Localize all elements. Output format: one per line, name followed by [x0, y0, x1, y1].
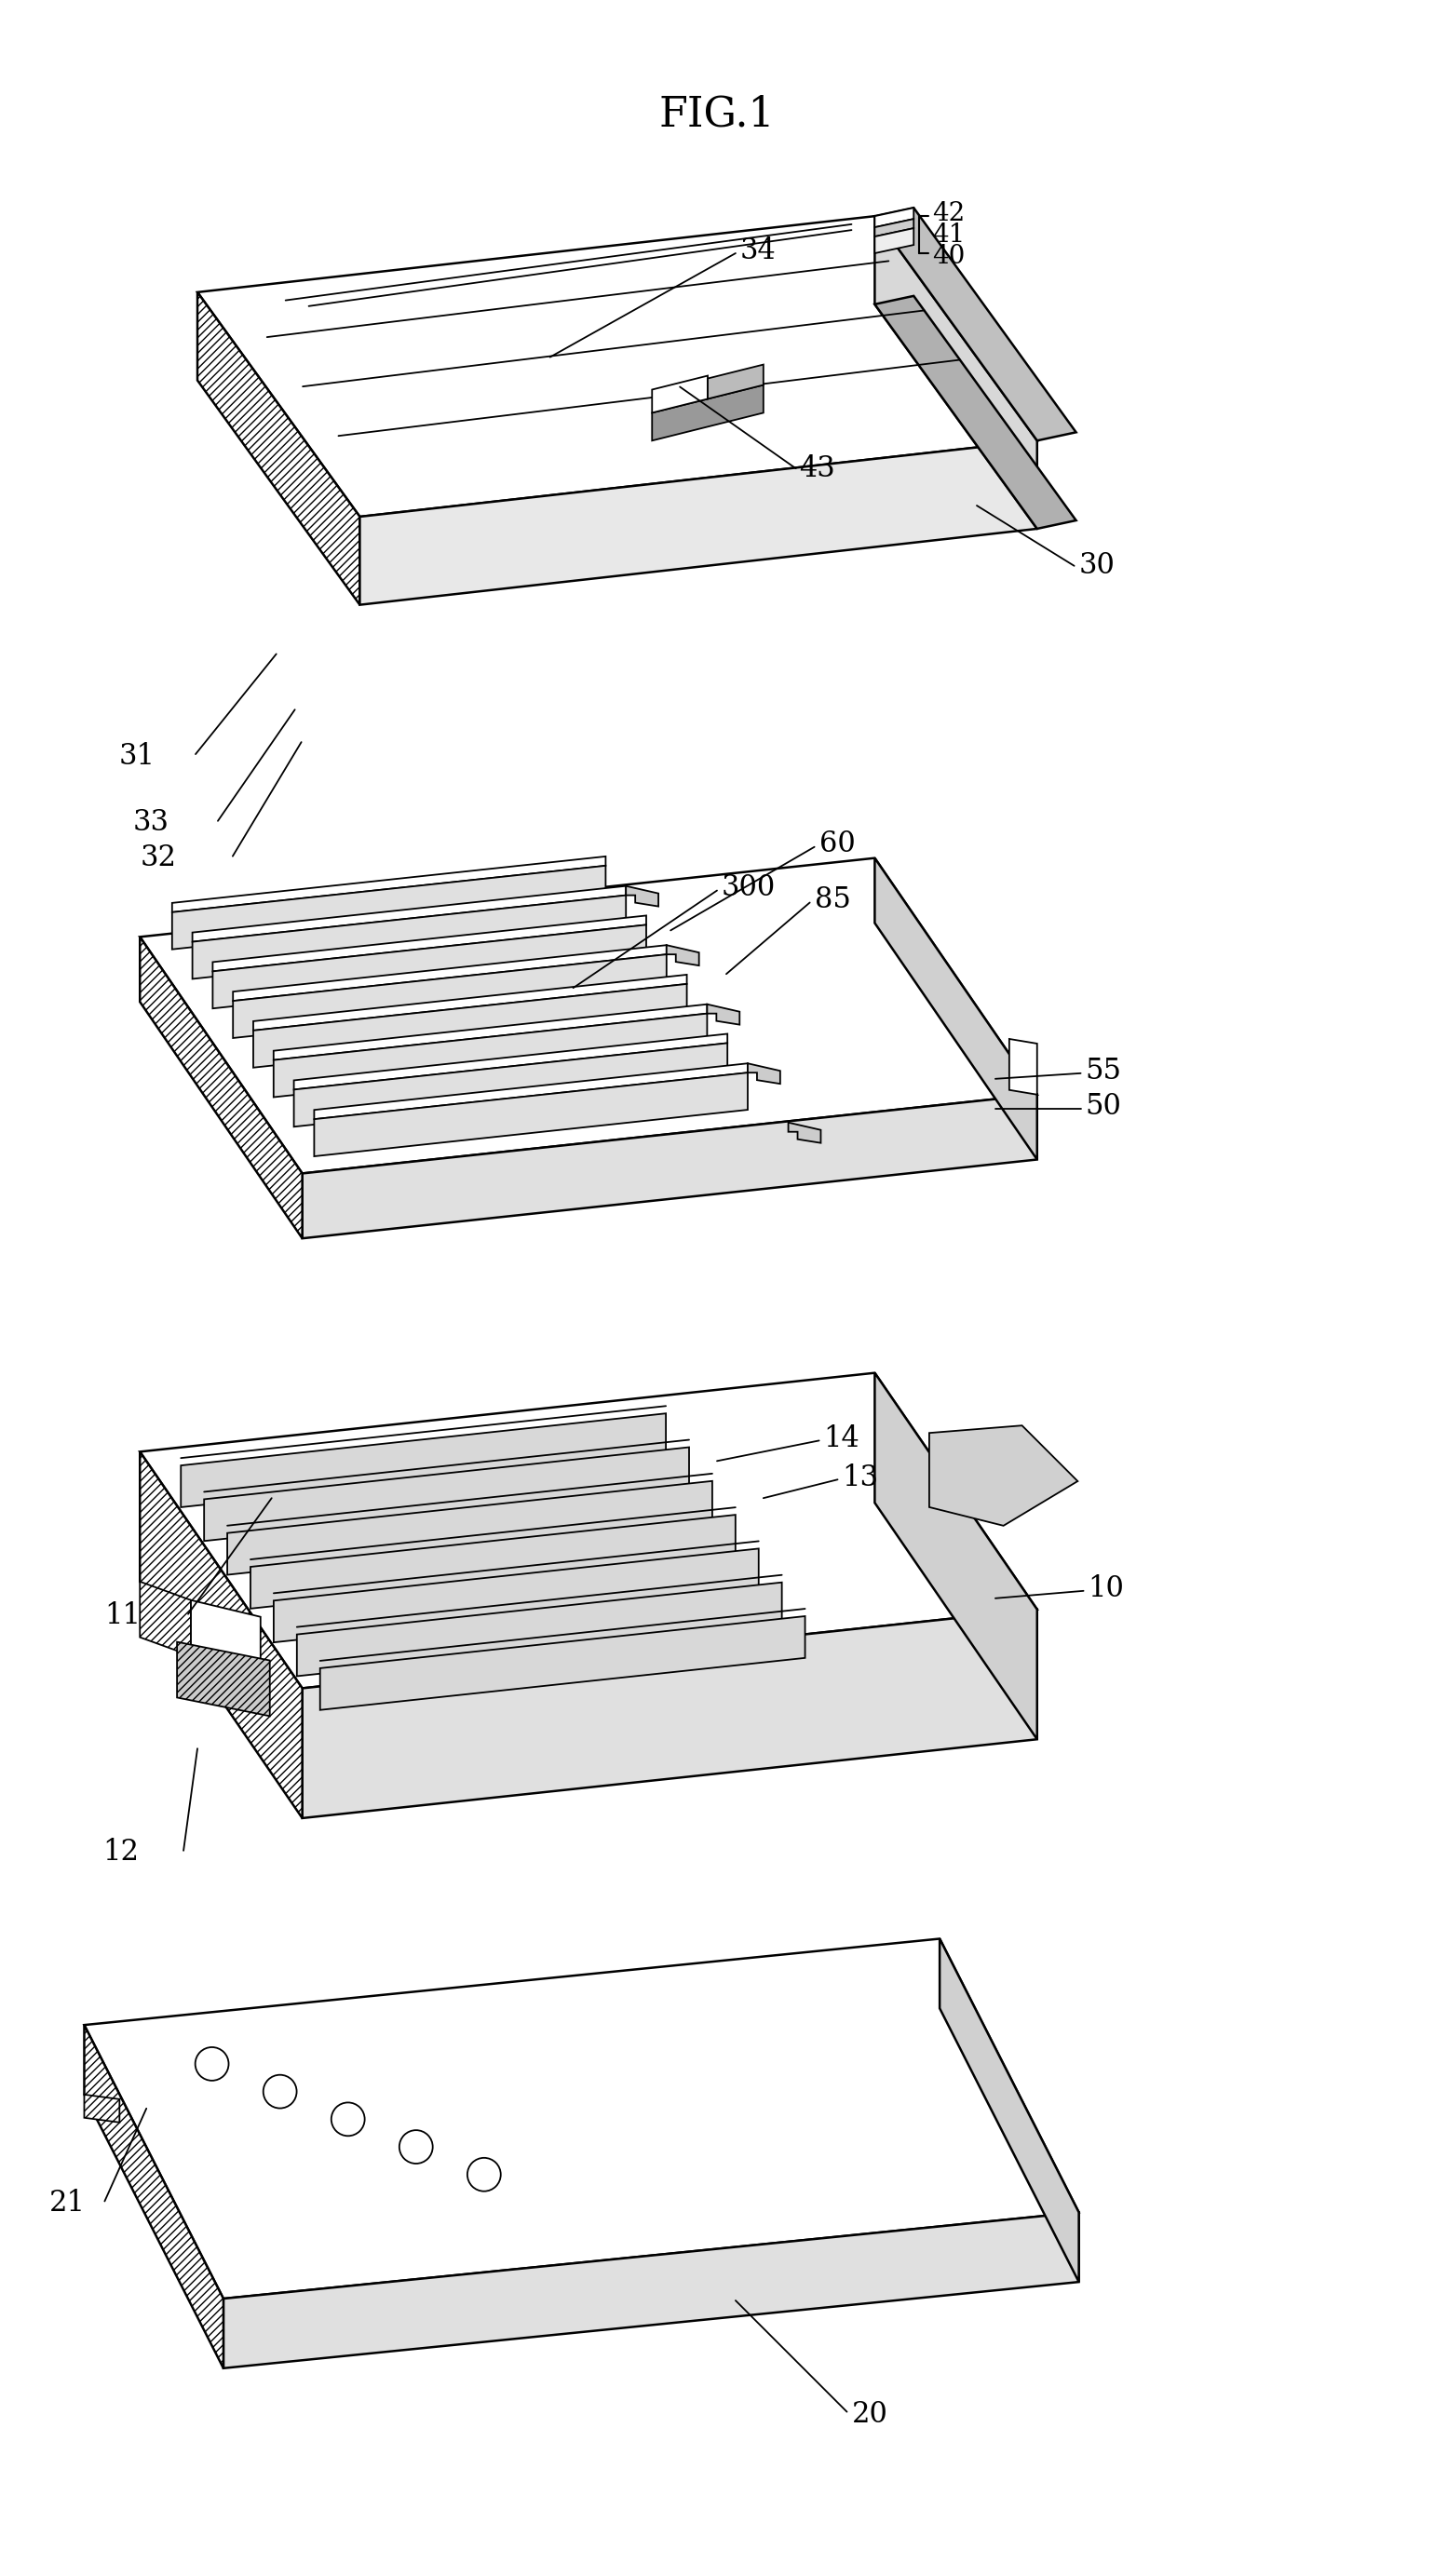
- Polygon shape: [141, 1373, 1037, 1687]
- Polygon shape: [274, 1548, 759, 1643]
- Polygon shape: [141, 1453, 303, 1819]
- Polygon shape: [232, 945, 667, 1002]
- Polygon shape: [875, 858, 1037, 1159]
- Polygon shape: [625, 886, 658, 907]
- Polygon shape: [254, 974, 687, 1030]
- Polygon shape: [875, 216, 1037, 528]
- Polygon shape: [875, 296, 1076, 528]
- Polygon shape: [204, 1448, 690, 1540]
- Polygon shape: [294, 1043, 727, 1126]
- Polygon shape: [198, 291, 360, 605]
- Text: 14: 14: [823, 1425, 860, 1453]
- Polygon shape: [294, 1033, 727, 1090]
- Polygon shape: [232, 953, 667, 1038]
- Text: 20: 20: [852, 2401, 888, 2429]
- Polygon shape: [360, 440, 1037, 605]
- Polygon shape: [85, 2025, 224, 2367]
- Polygon shape: [875, 219, 913, 237]
- Polygon shape: [320, 1615, 804, 1710]
- Polygon shape: [747, 1064, 780, 1084]
- Text: 30: 30: [1078, 551, 1116, 580]
- Polygon shape: [667, 945, 698, 966]
- Polygon shape: [198, 216, 1037, 518]
- Text: 40: 40: [932, 245, 965, 268]
- Polygon shape: [251, 1515, 736, 1607]
- Polygon shape: [181, 1414, 665, 1507]
- Polygon shape: [192, 896, 625, 979]
- Polygon shape: [707, 1005, 740, 1025]
- Polygon shape: [141, 938, 303, 1239]
- Polygon shape: [224, 2213, 1078, 2367]
- Text: 12: 12: [103, 1839, 139, 1868]
- Polygon shape: [939, 1940, 1078, 2282]
- Text: 55: 55: [1086, 1056, 1121, 1087]
- Polygon shape: [652, 384, 763, 440]
- Text: 10: 10: [1088, 1574, 1124, 1602]
- Polygon shape: [212, 925, 647, 1007]
- Text: 11: 11: [105, 1602, 141, 1631]
- Text: 85: 85: [815, 886, 850, 914]
- Text: 33: 33: [132, 809, 169, 837]
- Text: 300: 300: [721, 873, 776, 902]
- Polygon shape: [303, 1610, 1037, 1819]
- Polygon shape: [227, 1481, 713, 1574]
- Polygon shape: [303, 1095, 1037, 1239]
- Polygon shape: [875, 1373, 1037, 1739]
- Polygon shape: [789, 1123, 820, 1144]
- Text: 21: 21: [49, 2190, 85, 2218]
- Text: 34: 34: [740, 237, 776, 265]
- Text: 41: 41: [932, 222, 965, 247]
- Polygon shape: [929, 1425, 1078, 1525]
- Text: 42: 42: [932, 201, 965, 227]
- Polygon shape: [85, 2094, 119, 2123]
- Polygon shape: [297, 1582, 782, 1677]
- Polygon shape: [652, 376, 708, 412]
- Text: 43: 43: [799, 453, 835, 482]
- Text: 50: 50: [1086, 1092, 1121, 1121]
- Polygon shape: [172, 866, 605, 951]
- Polygon shape: [1010, 1038, 1037, 1095]
- Text: 31: 31: [119, 742, 155, 770]
- Polygon shape: [141, 858, 1037, 1175]
- Polygon shape: [176, 1641, 270, 1716]
- Polygon shape: [85, 1940, 1078, 2298]
- Text: 13: 13: [842, 1463, 879, 1492]
- Polygon shape: [314, 1064, 747, 1118]
- Polygon shape: [141, 1582, 191, 1656]
- Polygon shape: [191, 1600, 261, 1674]
- Polygon shape: [172, 855, 605, 912]
- Polygon shape: [875, 229, 913, 252]
- Polygon shape: [212, 914, 647, 971]
- Polygon shape: [274, 1012, 707, 1097]
- Polygon shape: [314, 1072, 747, 1157]
- Text: FIG.1: FIG.1: [658, 93, 776, 134]
- Text: 32: 32: [141, 842, 176, 873]
- Polygon shape: [875, 209, 913, 227]
- Polygon shape: [875, 209, 1076, 440]
- Polygon shape: [254, 984, 687, 1066]
- Polygon shape: [274, 1005, 707, 1061]
- Polygon shape: [708, 366, 763, 399]
- Polygon shape: [192, 886, 625, 943]
- Text: 60: 60: [819, 829, 855, 858]
